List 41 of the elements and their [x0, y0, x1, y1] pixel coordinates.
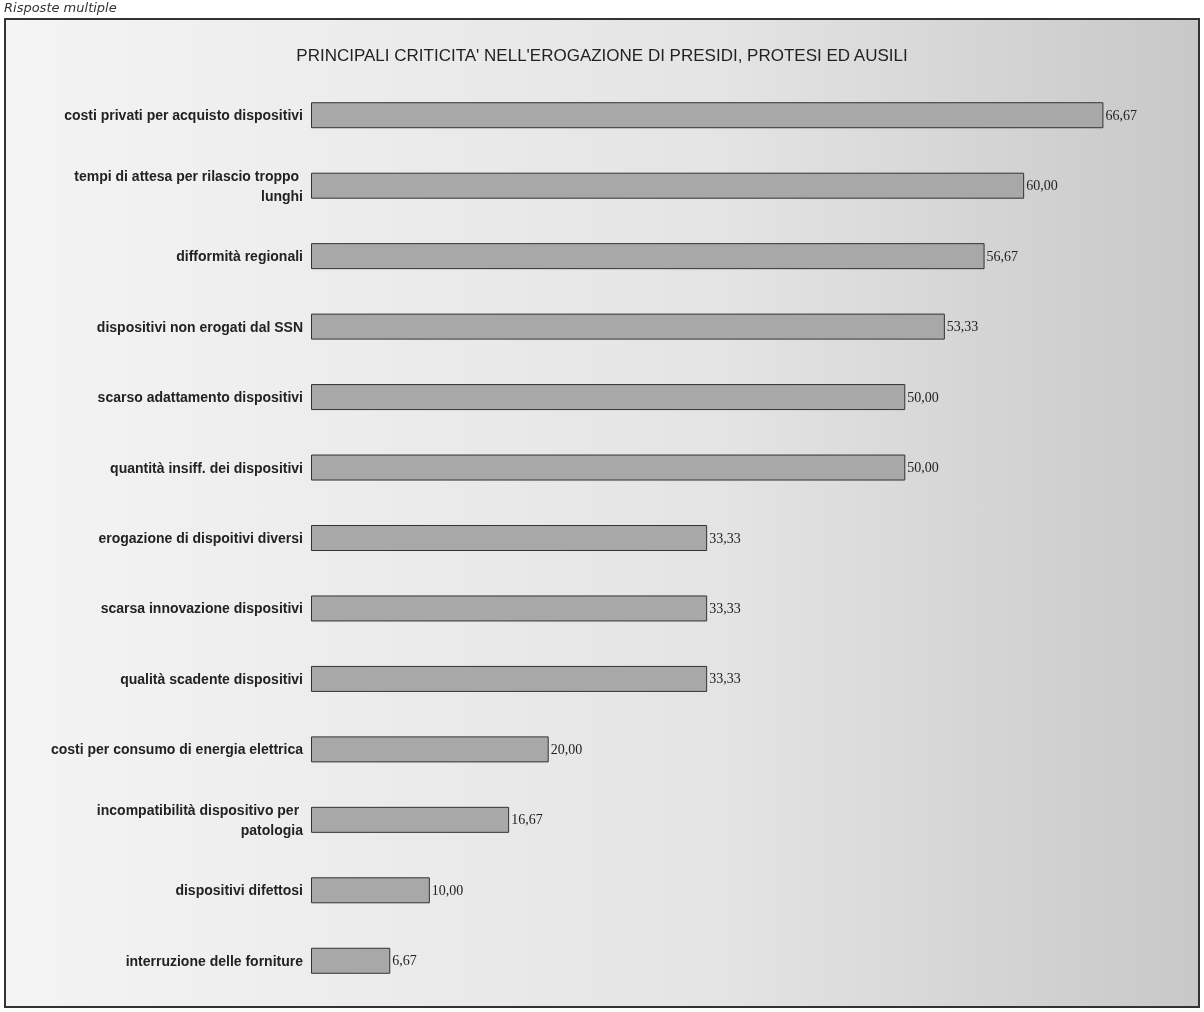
data-label: 53,33 [946, 319, 979, 335]
bar [311, 243, 985, 270]
data-label: 33,33 [709, 600, 741, 616]
bar [311, 525, 708, 551]
data-label: 66,67 [1105, 107, 1137, 123]
bar [311, 665, 708, 692]
y-tick-label: difformità regionali [176, 248, 303, 265]
data-label: 33,33 [709, 530, 741, 546]
y-tick-label: interruzione delle forniture [125, 952, 304, 969]
data-label: 50,00 [907, 460, 939, 476]
data-label: 56,67 [986, 248, 1019, 264]
y-tick-label: qualità scadente dispositivi [120, 670, 303, 687]
data-label: 50,00 [907, 389, 939, 405]
y-tick-label: tempi di attesa per rilascio troppo lunghi [74, 167, 303, 204]
y-tick-label: scarso adattamento dispositivi [97, 389, 303, 406]
y-tick-label: erogazione di dispoitivi diversi [98, 530, 303, 546]
data-label: 60,00 [1026, 178, 1058, 194]
data-label: 16,67 [511, 812, 543, 828]
text: Risposte multiple [4, 0, 117, 15]
bar [311, 454, 906, 481]
y-tick-label: costi privati per acquisto dispositivi [64, 107, 303, 124]
data-label: 6,67 [392, 953, 417, 969]
bar [311, 947, 391, 974]
bar [311, 595, 708, 622]
bar [311, 806, 510, 833]
data-label: 10,00 [431, 882, 464, 898]
y-tick-label: dispositivi non erogati dal SSN [96, 318, 303, 335]
y-tick-label: quantità insiff. dei dispositivi [110, 459, 303, 476]
bar [311, 384, 906, 411]
data-label: 20,00 [550, 741, 583, 757]
y-tick-label: costi per consumo di energia elettrica [50, 741, 304, 758]
bar [311, 313, 945, 340]
bar [311, 172, 1025, 199]
bar [311, 102, 1104, 129]
y-tick-label: scarsa innovazione dispositivi [100, 600, 303, 617]
y-tick-label: incompatibilità dispositivo per patologia [96, 801, 304, 838]
bar [311, 736, 549, 763]
bar [311, 877, 430, 904]
y-tick-label: dispositivi difettosi [175, 882, 303, 899]
chart-title: PRINCIPALI CRITICITA' NELL'EROGAZIONE DI PRESIDI, PROTESI ED AUSILI [296, 46, 908, 65]
data-label: 33,33 [709, 671, 741, 687]
